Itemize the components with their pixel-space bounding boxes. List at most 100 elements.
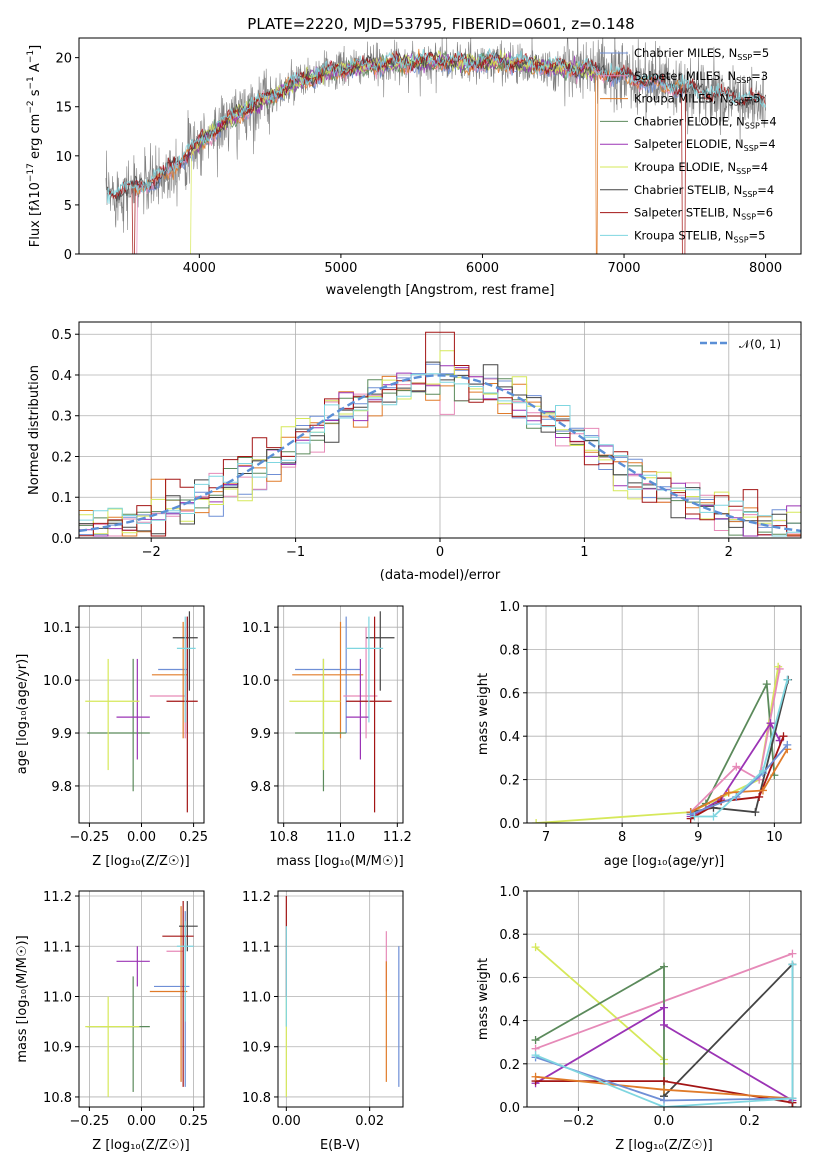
legend-count: =4 bbox=[751, 160, 768, 174]
y-tick-label: 5 bbox=[64, 199, 72, 214]
weight-series-line bbox=[535, 965, 665, 1097]
y-tick-label: 0.6 bbox=[499, 687, 520, 702]
y-tick-label: 0.2 bbox=[499, 774, 520, 789]
weight-point-marker bbox=[775, 664, 784, 673]
legend-entry: Chabrier MILES, NSSP=5 bbox=[634, 46, 769, 62]
axis-label: mass weight bbox=[476, 958, 491, 1040]
weight-point-marker bbox=[531, 1051, 540, 1060]
x-tick-label: 0.02 bbox=[355, 1114, 384, 1129]
x-axis-label: (data-model)/error bbox=[380, 568, 501, 583]
plot-area bbox=[532, 662, 793, 823]
x-tick-label: 8 bbox=[618, 830, 626, 845]
histogram-step-line bbox=[79, 361, 801, 537]
x-tick-label: 2 bbox=[725, 545, 733, 560]
y-tick-label: 0.4 bbox=[499, 730, 520, 745]
x-tick-label: 0.00 bbox=[272, 1114, 301, 1129]
y-tick-label: 0.8 bbox=[499, 643, 520, 658]
y-tick-label: 11.2 bbox=[242, 890, 271, 905]
y-tick-label: 0.1 bbox=[51, 491, 72, 506]
y-axis-label: Normed distribution bbox=[27, 365, 42, 495]
weight-point-marker bbox=[751, 808, 760, 817]
weight-series-line bbox=[690, 748, 789, 813]
x-tick-label: 1 bbox=[580, 545, 588, 560]
weight-series-line bbox=[690, 744, 788, 816]
weight-point-marker bbox=[762, 680, 771, 689]
weight-point-marker bbox=[766, 719, 775, 728]
x-tick-label: 10.8 bbox=[269, 830, 298, 845]
y-tick-label: 15 bbox=[55, 101, 72, 116]
legend-count: =6 bbox=[756, 206, 773, 220]
observed-spectrum-line bbox=[105, 38, 766, 233]
legend-count: =5 bbox=[752, 46, 769, 60]
axis-label: E(B-V) bbox=[320, 1138, 360, 1153]
y-tick-label: 9.9 bbox=[250, 727, 271, 742]
x-tick-label: 8000 bbox=[749, 261, 782, 276]
x-tick-label: 0.25 bbox=[179, 830, 208, 845]
weight-point-marker bbox=[660, 1003, 668, 1012]
legend-subscript: SSP bbox=[729, 99, 744, 108]
legend-count: =3 bbox=[751, 69, 768, 83]
weight-point-marker bbox=[755, 792, 764, 801]
legend-entry: Kroupa MILES, NSSP=5 bbox=[634, 92, 760, 108]
y-tick-label: 10.8 bbox=[43, 1091, 72, 1106]
weight-point-marker bbox=[709, 812, 718, 821]
weight-point-marker bbox=[758, 786, 767, 795]
weight-point-marker bbox=[660, 1103, 668, 1107]
y-tick-label: 0.0 bbox=[499, 817, 520, 832]
axis-label: Z [log₁₀(Z/Z☉)] bbox=[615, 1138, 712, 1153]
weight-point-marker bbox=[779, 732, 788, 741]
axis-label: age [log₁₀(age/yr)] bbox=[604, 854, 725, 869]
axes-frame bbox=[526, 605, 802, 824]
y-tick-label: 11.0 bbox=[43, 990, 72, 1005]
y-tick-label: 10 bbox=[55, 150, 72, 165]
x-tick-label: 7000 bbox=[607, 261, 640, 276]
age-vs-metallicity-panel: −0.25 0.00 0.25 9.8 9.9 10.0 10.1 Z [log₁₀(Z/Z☉… bbox=[15, 605, 208, 869]
legend-subscript: SSP bbox=[744, 144, 759, 153]
weight-point-marker bbox=[788, 960, 797, 969]
x-tick-label: 5000 bbox=[324, 261, 357, 276]
legend-count: =4 bbox=[760, 114, 777, 128]
y-tick-label: 0.0 bbox=[499, 1101, 520, 1116]
weight-point-marker bbox=[732, 762, 741, 771]
y-tick-label: 10.8 bbox=[242, 1091, 271, 1106]
histogram-step-line bbox=[79, 373, 801, 537]
age-vs-mass-panel: 10.8 11.0 11.2 9.8 9.9 10.0 10.1 mass [log₁₀(M/… bbox=[242, 605, 412, 869]
axis-label: mass weight bbox=[476, 673, 491, 755]
axes-frame bbox=[78, 37, 802, 255]
y-tick-label: 0.8 bbox=[499, 928, 520, 943]
y-tick-label: 0.2 bbox=[499, 1058, 520, 1073]
legend-subscript: SSP bbox=[736, 167, 751, 176]
legend-subscript: SSP bbox=[737, 53, 752, 62]
x-tick-label: 11.0 bbox=[326, 830, 355, 845]
legend-subscript: SSP bbox=[734, 235, 749, 244]
plot-area bbox=[531, 943, 797, 1107]
y-tick-label: 0.4 bbox=[499, 1015, 520, 1030]
plot-area bbox=[285, 896, 400, 1097]
y-axis-label: Flux [fλ10−17 erg cm−2 s−1 A−1] bbox=[26, 45, 43, 247]
normal-distribution-line bbox=[79, 374, 801, 533]
y-tick-label: 10.1 bbox=[242, 621, 271, 636]
legend-count: =5 bbox=[744, 92, 761, 106]
legend-subscript: SSP bbox=[741, 213, 756, 222]
weight-series-line bbox=[690, 735, 785, 820]
legend-entry: 𝒩(0, 1) bbox=[739, 337, 781, 351]
legend-entry: Salpeter ELODIE, NSSP=4 bbox=[634, 137, 776, 153]
weight-point-marker bbox=[531, 1072, 540, 1081]
weight-point-marker bbox=[788, 1094, 797, 1103]
axes-frame bbox=[277, 890, 404, 1108]
weight-point-marker bbox=[660, 1085, 668, 1094]
plot-area bbox=[105, 38, 766, 254]
x-tick-label: 10 bbox=[766, 830, 783, 845]
x-tick-label: −1 bbox=[286, 545, 305, 560]
y-tick-label: 9.9 bbox=[51, 727, 72, 742]
weight-point-marker bbox=[532, 819, 541, 823]
x-tick-label: 9 bbox=[694, 830, 702, 845]
axis-label: Z [log₁₀(Z/Z☉)] bbox=[92, 1138, 189, 1153]
axis-label: Z [log₁₀(Z/Z☉)] bbox=[92, 854, 189, 869]
weight-series-line bbox=[535, 964, 794, 1107]
weight-point-marker bbox=[660, 962, 668, 971]
x-tick-label: −0.25 bbox=[69, 830, 109, 845]
x-tick-label: −0.2 bbox=[563, 1114, 595, 1129]
x-tick-label: 0 bbox=[436, 545, 444, 560]
x-tick-label: −2 bbox=[142, 545, 161, 560]
